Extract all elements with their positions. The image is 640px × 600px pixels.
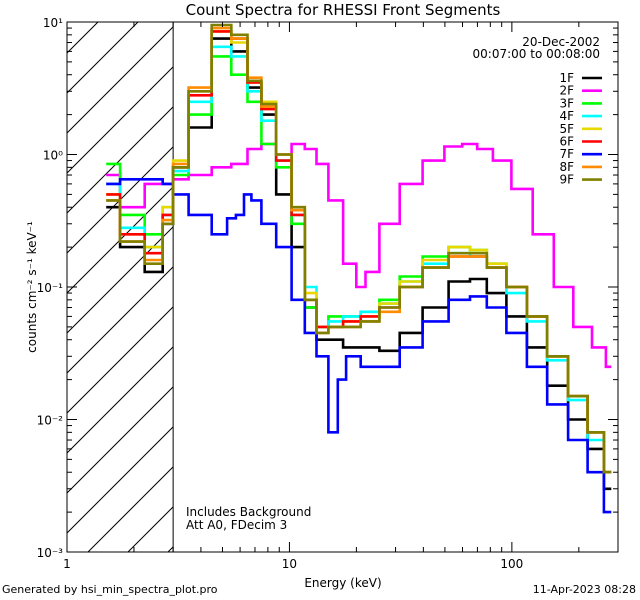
- y-tick-label: 10⁰: [43, 149, 63, 163]
- legend-label-1F: 1F: [559, 71, 574, 85]
- annotation-attenuator: Att A0, FDecim 3: [186, 518, 287, 532]
- legend-label-8F: 8F: [559, 160, 574, 174]
- footer-timestamp: 11-Apr-2023 08:28: [532, 583, 636, 596]
- x-tick-label: 100: [500, 557, 523, 571]
- series-line-1F: [106, 37, 612, 491]
- series-line-7F: [106, 178, 612, 514]
- y-tick-label: 10⁻³: [37, 546, 64, 560]
- series-group: [106, 23, 612, 514]
- series-line-9F: [106, 23, 612, 474]
- legend-label-4F: 4F: [559, 109, 574, 123]
- date-label: 20-Dec-2002: [522, 35, 600, 49]
- axis-ticks: 1 10 100 10⁻³ 10⁻² 10⁻¹ 10⁰ 10¹: [37, 16, 619, 571]
- series-line-4F: [106, 45, 612, 474]
- series-line-3F: [106, 55, 612, 474]
- y-tick-label: 10¹: [43, 16, 63, 30]
- annotation-background: Includes Background: [186, 505, 311, 519]
- series-line-2F: [106, 142, 612, 369]
- legend-label-2F: 2F: [559, 84, 574, 98]
- plot-area: 1 10 100 10⁻³ 10⁻² 10⁻¹ 10⁰ 10¹: [37, 16, 619, 571]
- legend-label-7F: 7F: [559, 147, 574, 161]
- time-range-label: 00:07:00 to 00:08:00: [473, 47, 600, 61]
- legend-label-3F: 3F: [559, 96, 574, 110]
- y-tick-label: 10⁻¹: [37, 281, 64, 295]
- y-tick-label: 10⁻²: [37, 414, 64, 428]
- legend-label-9F: 9F: [559, 173, 574, 187]
- footer-generated-by: Generated by hsi_min_spectra_plot.pro: [2, 583, 218, 596]
- y-axis-label: counts cm⁻² s⁻¹ keV⁻¹: [25, 221, 39, 353]
- series-line-8F: [106, 26, 612, 474]
- x-tick-label: 1: [63, 557, 71, 571]
- x-tick-label: 10: [282, 557, 297, 571]
- x-axis-label: Energy (keV): [304, 576, 381, 590]
- chart-title: Count Spectra for RHESSI Front Segments: [186, 1, 501, 19]
- series-line-5F: [106, 30, 612, 474]
- hatched-region: [67, 22, 174, 552]
- info-box: 20-Dec-2002 00:07:00 to 00:08:00 1F2F3F4…: [473, 35, 602, 187]
- legend-label-5F: 5F: [559, 122, 574, 136]
- series-line-6F: [106, 30, 612, 474]
- legend-label-6F: 6F: [559, 135, 574, 149]
